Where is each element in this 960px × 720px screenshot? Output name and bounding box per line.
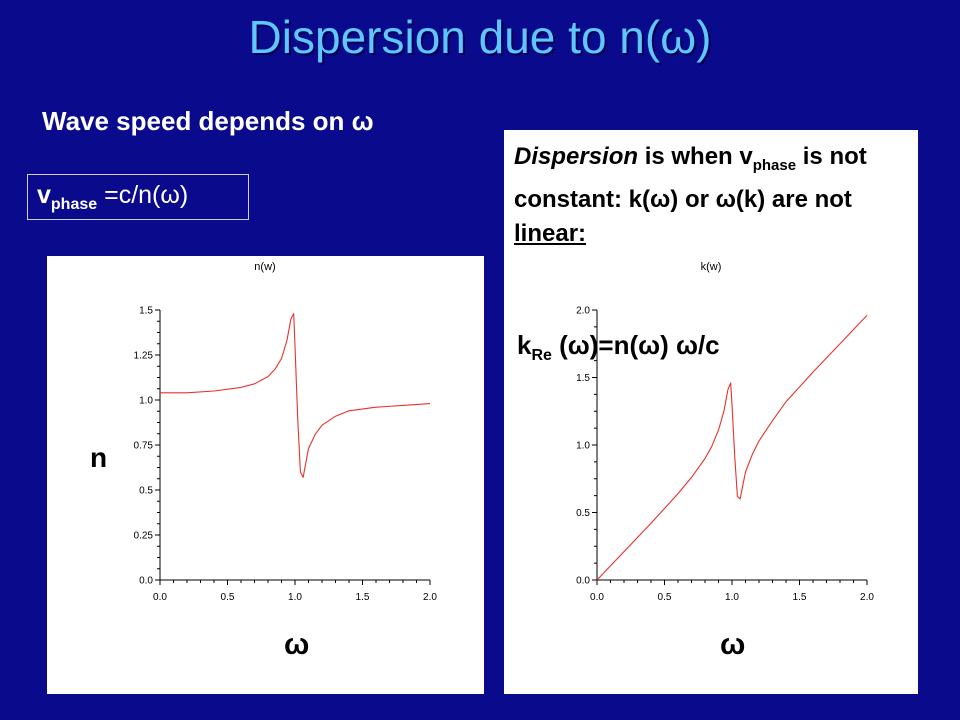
k-chart-x-tick-label: 0.0 (590, 592, 604, 603)
chart-n-of-omega: n(w) 0.0 0.25 0.5 0.75 1.0 1.25 1.5 0.0 0.5 1.0 1.… (134, 261, 438, 603)
k-chart-x-tick-label: 2.0 (860, 592, 874, 603)
k-chart-series-line (596, 315, 868, 581)
n-chart-y-tick-label: 0.5 (139, 486, 153, 497)
slide-title: Dispersion due to n(ω) (248, 11, 712, 63)
n-chart-x-tick-label: 0.0 (153, 592, 167, 603)
definition-term: Dispersion (514, 143, 639, 170)
chart-title-n-w: n(w) (254, 261, 275, 273)
k-chart-y-tick-label: 2.0 (576, 306, 590, 317)
n-chart-y-tick-label: 1.25 (134, 351, 154, 362)
chart-k-of-omega: k(w) 0.0 0.5 1.0 1.5 2.0 0.0 0.5 1.0 1.5 2.0 (576, 261, 874, 603)
k-chart-x-tick-label: 0.5 (658, 592, 672, 603)
n-chart-x-tick-label: 2.0 (423, 592, 437, 603)
n-chart-x-tick-label: 0.5 (221, 592, 235, 603)
k-chart-x-tick-label: 1.5 (793, 592, 807, 603)
k-chart-y-tick-label: 0.0 (576, 576, 590, 587)
n-chart-y-tick-label: 1.5 (139, 306, 153, 317)
k-chart-y-tick-label: 1.0 (576, 441, 590, 452)
left-panel (47, 256, 484, 694)
n-chart-y-tick-label: 0.0 (139, 576, 153, 587)
k-chart-x-tick-label: 1.0 (725, 592, 739, 603)
vphase-v: v (37, 181, 51, 209)
definition-part2: is not constant: k(ω) or ω(k) are not (514, 143, 867, 213)
n-chart-y-tick-label: 1.0 (139, 396, 153, 407)
k-chart-y-tick-label: 0.5 (576, 508, 590, 519)
dispersion-definition: Dispersion is when vphase is not constan… (514, 140, 914, 251)
krel-rest: (ω)=n(ω) ω/c (551, 330, 720, 360)
y-axis-label-n: n (90, 442, 108, 473)
krel-k: k (517, 330, 532, 360)
k-relation: kRe (ω)=n(ω) ω/c (517, 330, 720, 365)
definition-part1: is when v (638, 143, 753, 170)
n-chart-y-tick-label: 0.25 (134, 531, 154, 542)
krel-sub: Re (531, 347, 552, 365)
k-chart-y-tick-label: 1.5 (576, 373, 590, 384)
phase-velocity-formula: vphase =c/n(ω) (27, 174, 249, 220)
chart-title-k-w: k(w) (701, 261, 722, 273)
subtitle: Wave speed depends on ω (42, 106, 374, 136)
n-chart-x-tick-label: 1.0 (288, 592, 302, 603)
n-chart-y-tick-label: 0.75 (134, 441, 154, 452)
definition-sub: phase (752, 156, 797, 174)
vphase-rest: =c/n(ω) (97, 181, 189, 209)
definition-underlined: linear: (514, 219, 587, 247)
vphase-sub: phase (50, 196, 98, 213)
n-chart-series-line (160, 313, 431, 478)
right-panel (504, 130, 918, 694)
n-chart-x-tick-label: 1.5 (356, 592, 370, 603)
x-axis-label-omega-right: ω (720, 628, 746, 661)
x-axis-label-omega-left: ω (284, 628, 310, 661)
